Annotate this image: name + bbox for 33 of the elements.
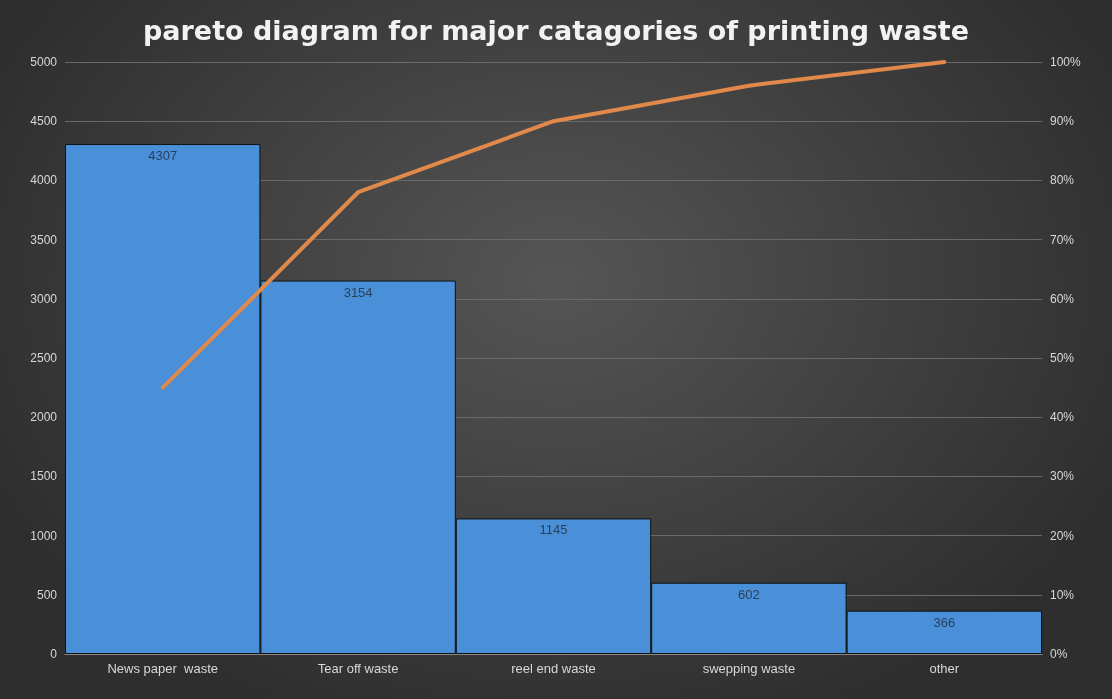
y2-tick-label: 60%	[1050, 291, 1075, 306]
y-tick-label: 1000	[30, 528, 58, 543]
y2-tick-label: 50%	[1050, 351, 1075, 365]
y2-tick-label: 100%	[1050, 55, 1082, 69]
y2-tick-label: 90%	[1050, 114, 1075, 129]
y2-tick-label: 0%	[1050, 647, 1068, 661]
x-tick-label: Tear off waste	[317, 661, 399, 676]
data-label: 4307	[148, 148, 178, 164]
y-tick-label: 3500	[30, 232, 58, 247]
y-tick-label: 500	[36, 587, 58, 602]
y-tick-label: 0	[50, 647, 58, 661]
y-tick-label: 4500	[30, 114, 58, 129]
y2-tick-label: 40%	[1050, 410, 1075, 425]
y-tick-label: 2500	[30, 351, 58, 365]
y2-tick-label: 10%	[1050, 587, 1075, 602]
data-label: 3154	[343, 284, 373, 300]
data-label: 366	[933, 614, 956, 630]
x-tick-label: News paper waste	[107, 661, 218, 676]
x-tick-label: swepping waste	[702, 661, 796, 676]
data-label: 602	[738, 586, 760, 602]
y2-tick-label: 80%	[1050, 173, 1075, 188]
y-tick-label: 5000	[30, 55, 58, 69]
data-label: 1145	[539, 522, 568, 538]
y-tick-label: 4000	[30, 173, 58, 188]
y2-tick-label: 70%	[1050, 232, 1075, 247]
y2-tick-label: 30%	[1050, 469, 1075, 484]
x-tick-label: reel end waste	[511, 661, 596, 676]
chart-title: pareto diagram for major catagories of printing waste	[142, 15, 970, 46]
y-tick-label: 3000	[30, 291, 58, 306]
y-tick-label: 1500	[30, 469, 58, 484]
y-tick-label: 2000	[30, 410, 58, 425]
y2-tick-label: 20%	[1050, 528, 1075, 543]
x-tick-label: other	[929, 661, 960, 676]
